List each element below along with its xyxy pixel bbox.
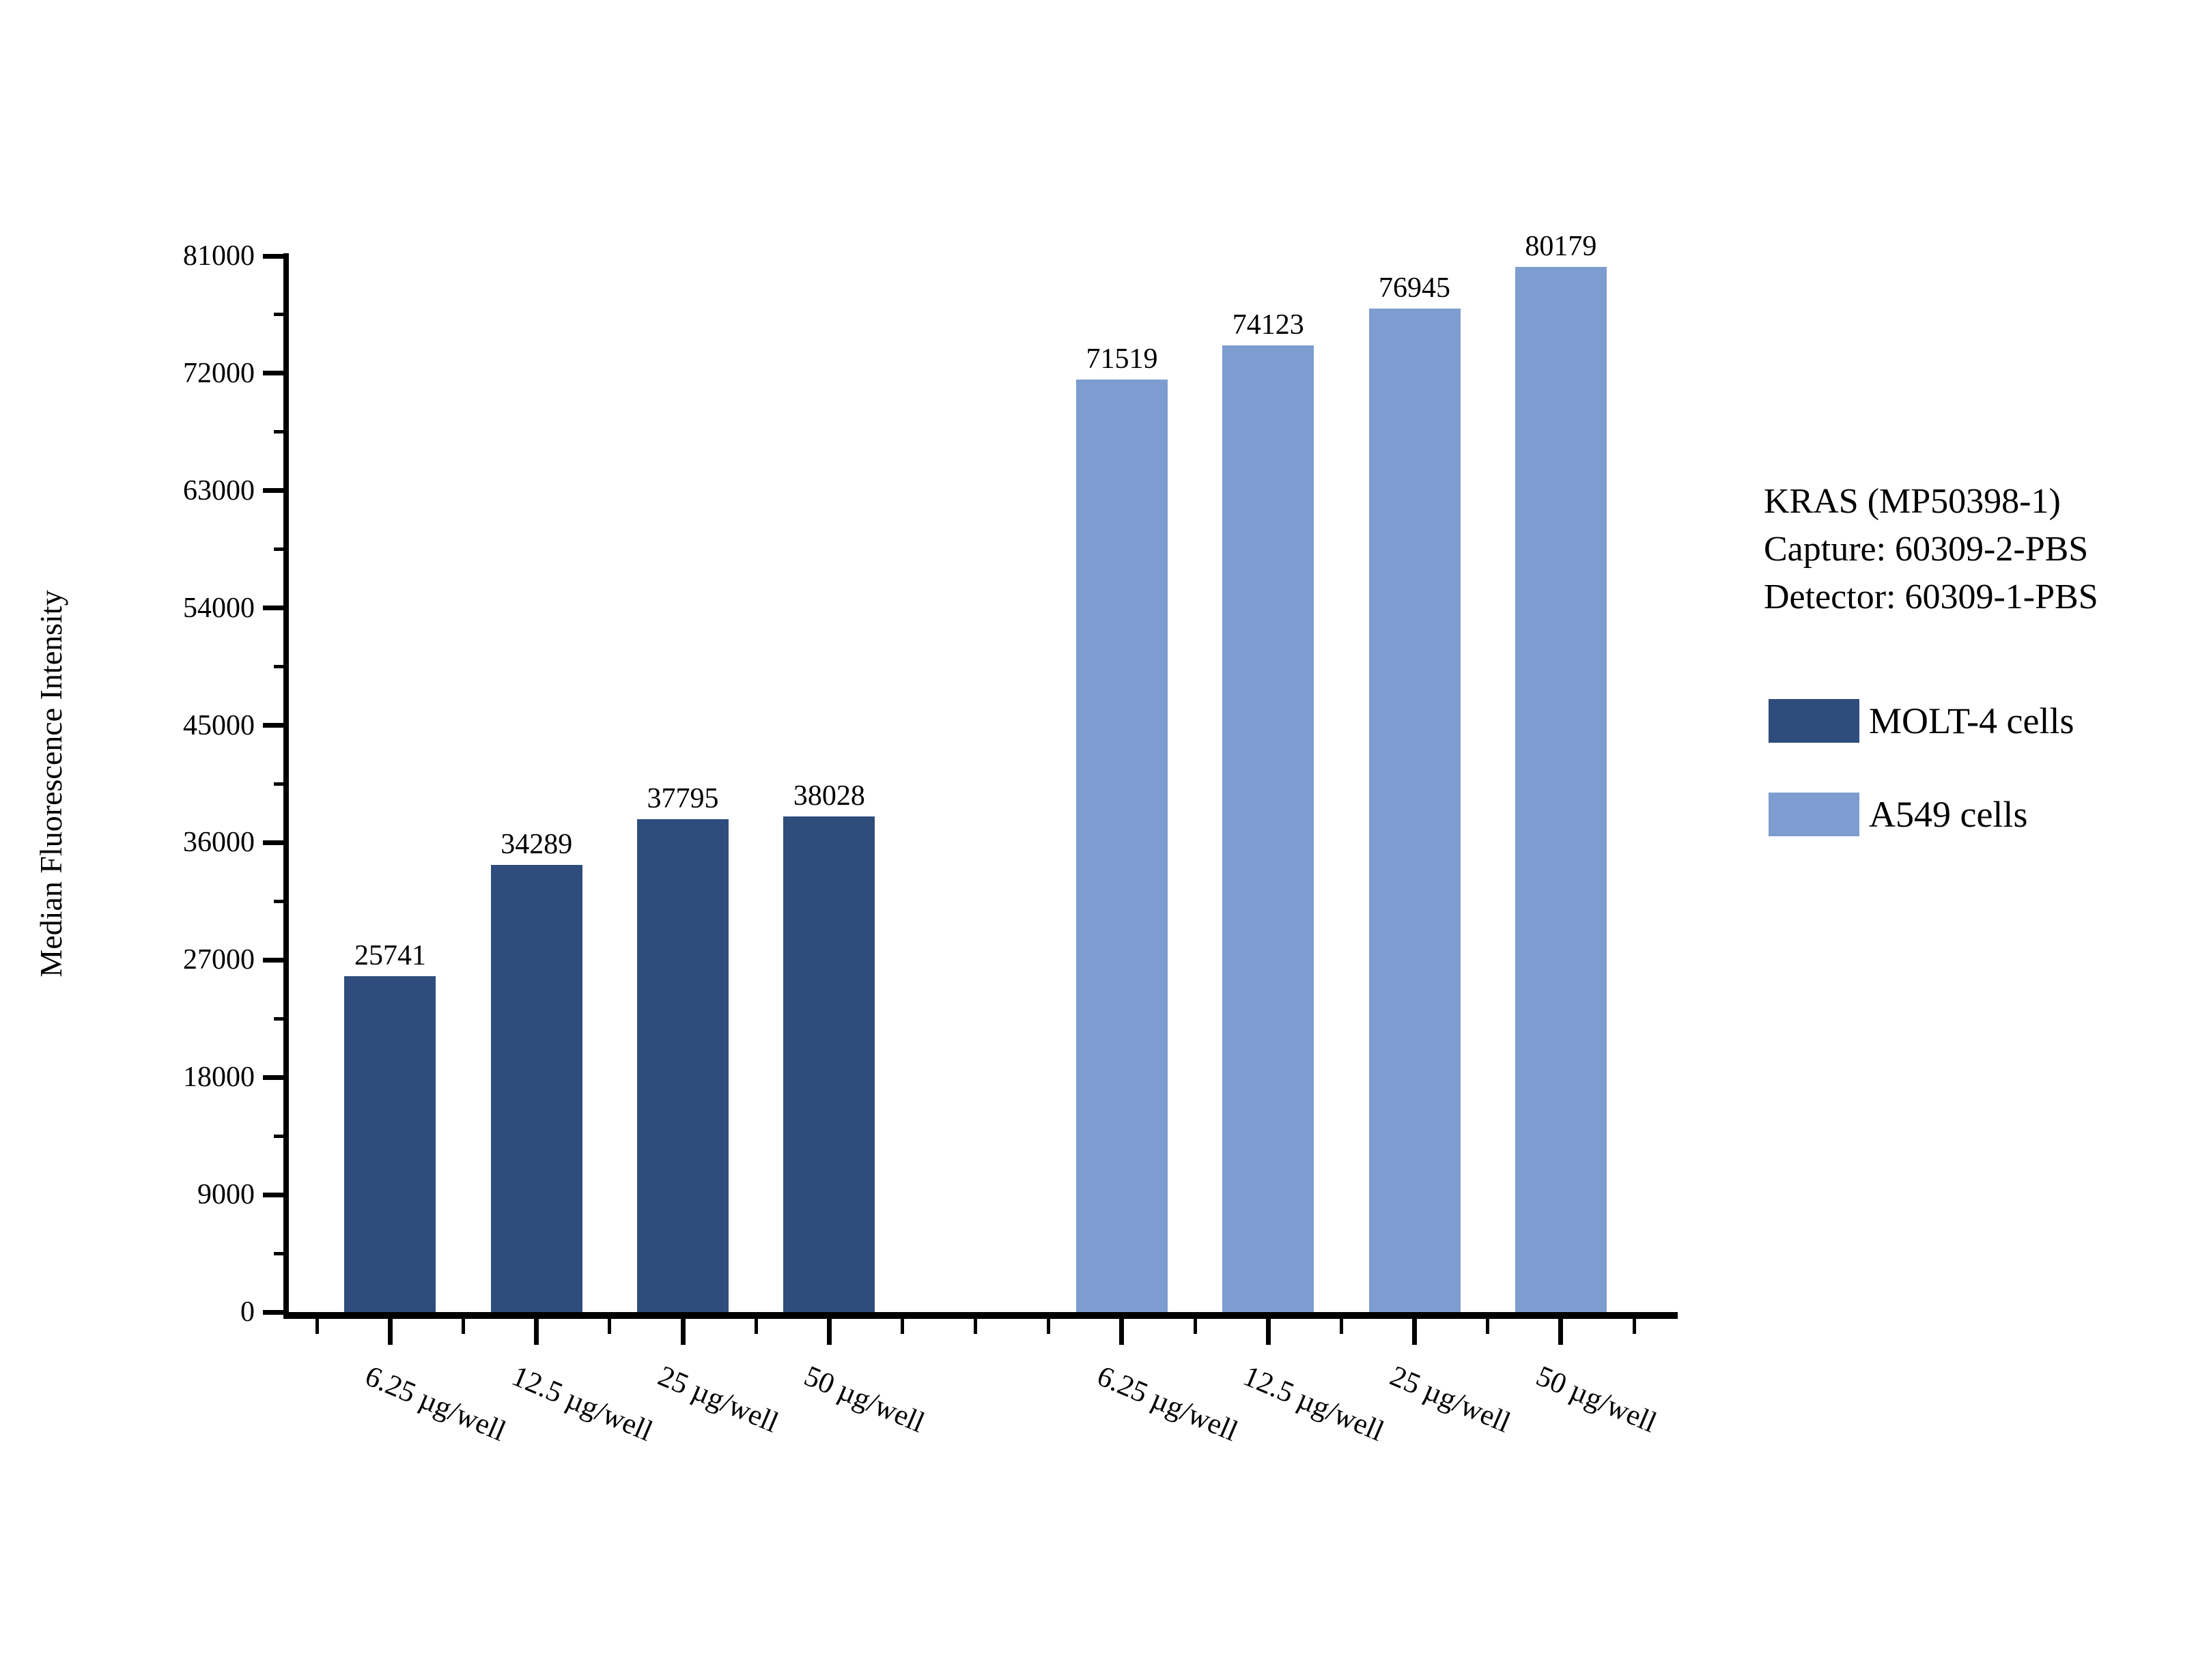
y-axis-line [283, 253, 289, 1319]
x-minor-tick [1486, 1319, 1490, 1334]
y-major-tick [263, 840, 289, 845]
x-tick-label: 25 µg/well [1385, 1360, 1515, 1440]
y-major-tick [263, 957, 289, 963]
x-minor-tick [901, 1319, 904, 1334]
y-minor-tick [274, 1016, 289, 1021]
y-major-tick [263, 253, 289, 259]
y-tick-label: 18000 [183, 1062, 255, 1094]
y-tick-label: 63000 [183, 474, 255, 507]
x-major-tick [1119, 1319, 1125, 1345]
y-tick-label: 54000 [183, 592, 255, 624]
y-major-tick [263, 1192, 289, 1197]
y-tick-label: 9000 [197, 1179, 255, 1211]
bar-value-label: 38028 [793, 780, 865, 812]
annotation-line-1: KRAS (MP50398-1) [1764, 482, 2061, 521]
y-minor-tick [274, 1134, 289, 1138]
bar-a549-6.25 µg/well [1075, 380, 1168, 1312]
bar-a549-50 µg/well [1515, 266, 1607, 1312]
bar-molt-4-12.5 µg/well [490, 865, 582, 1312]
y-minor-tick [274, 899, 289, 903]
y-minor-tick [274, 782, 289, 786]
x-minor-tick [974, 1319, 978, 1334]
y-tick-label: 45000 [183, 709, 255, 741]
x-minor-tick [315, 1319, 319, 1334]
y-minor-tick [274, 313, 289, 317]
bar-molt-4-50 µg/well [783, 816, 875, 1312]
bar-a549-12.5 µg/well [1222, 345, 1314, 1312]
x-minor-tick [462, 1319, 466, 1334]
x-axis-line [283, 1312, 1678, 1319]
legend-label-molt4: MOLT-4 cells [1869, 700, 2074, 741]
y-minor-tick [274, 547, 289, 552]
x-tick-label: 6.25 µg/well [1092, 1360, 1243, 1448]
bar-value-label: 71519 [1086, 343, 1158, 375]
y-tick-label: 0 [240, 1296, 255, 1328]
x-major-tick [826, 1319, 832, 1345]
x-tick-label: 12.5 µg/well [1239, 1360, 1389, 1448]
x-tick-label: 12.5 µg/well [507, 1360, 658, 1448]
x-major-tick [1412, 1319, 1418, 1345]
bar-value-label: 25741 [354, 940, 426, 972]
x-major-tick [534, 1319, 539, 1345]
y-major-tick [263, 371, 289, 376]
y-major-tick [263, 1074, 289, 1080]
x-minor-tick [1339, 1319, 1343, 1334]
x-major-tick [680, 1319, 686, 1345]
y-major-tick [263, 488, 289, 494]
y-tick-label: 72000 [183, 357, 255, 389]
bar-molt-4-25 µg/well [637, 819, 729, 1312]
x-major-tick [1265, 1319, 1271, 1345]
x-tick-label: 50 µg/well [800, 1360, 929, 1440]
annotation-line-2: Capture: 60309-2-PBS [1764, 530, 2089, 569]
y-minor-tick [274, 1251, 289, 1255]
bar-molt-4-6.25 µg/well [344, 976, 436, 1312]
y-major-tick [263, 606, 289, 611]
legend-annotation: KRAS (MP50398-1) Capture: 60309-2-PBS De… [1764, 478, 2098, 621]
bar-value-label: 76945 [1379, 272, 1451, 304]
bar-a549-25 µg/well [1368, 309, 1461, 1312]
y-major-tick [263, 1309, 289, 1315]
legend-label-a549: A549 cells [1869, 794, 2028, 835]
bar-value-label: 74123 [1232, 309, 1304, 341]
x-major-tick [387, 1319, 393, 1345]
x-tick-label: 50 µg/well [1531, 1360, 1661, 1440]
bar-value-label: 37795 [647, 783, 719, 815]
x-tick-label: 25 µg/well [653, 1360, 783, 1440]
legend-swatch-a549 [1769, 793, 1859, 836]
x-minor-tick [1632, 1319, 1636, 1334]
y-minor-tick [274, 665, 289, 669]
x-minor-tick [1047, 1319, 1051, 1334]
y-minor-tick [274, 430, 289, 434]
y-tick-label: 27000 [183, 944, 255, 976]
bar-value-label: 34289 [501, 829, 573, 861]
y-tick-label: 36000 [183, 827, 255, 859]
x-minor-tick [608, 1319, 612, 1334]
y-axis-title: Median Fluorescence Intensity [33, 590, 68, 978]
legend-swatch-molt4 [1769, 699, 1859, 743]
x-minor-tick [1193, 1319, 1197, 1334]
x-minor-tick [754, 1319, 758, 1334]
y-major-tick [263, 723, 289, 728]
bar-value-label: 80179 [1525, 230, 1597, 262]
annotation-line-3: Detector: 60309-1-PBS [1764, 578, 2098, 616]
y-tick-label: 81000 [183, 240, 255, 272]
x-tick-label: 6.25 µg/well [361, 1360, 511, 1448]
x-major-tick [1558, 1319, 1564, 1345]
